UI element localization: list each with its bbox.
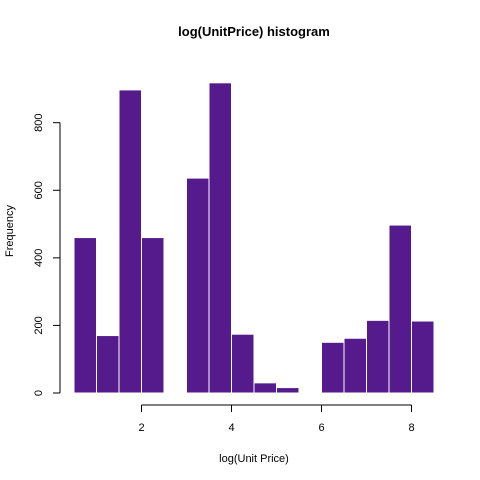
y-tick-label-0: 0 [33,390,45,396]
histogram-bar-12 [344,338,367,393]
x-tick-label-2: 2 [138,422,144,434]
y-tick-label-200: 200 [33,316,45,334]
y-tick-label-800: 800 [33,114,45,132]
y-tick-label-400: 400 [33,249,45,267]
chart-title: log(UnitPrice) histogram [178,24,330,39]
histogram-bar-6 [209,83,232,393]
bars-group [74,83,434,393]
histogram-bar-3 [142,238,165,393]
x-tick-label-8: 8 [408,422,414,434]
x-axis-label: log(Unit Price) [219,453,289,465]
x-tick-label-4: 4 [228,422,234,434]
histogram-bar-15 [412,321,435,393]
histogram-bar-13 [367,320,390,393]
histogram-bar-9 [277,388,300,393]
histogram-bar-8 [254,383,277,393]
y-tick-label-600: 600 [33,181,45,199]
histogram-bar-7 [232,334,255,393]
histogram-bar-1 [97,336,120,393]
histogram-bar-5 [187,178,210,393]
histogram-bar-11 [322,342,345,393]
y-axis-label: Frequency [4,205,16,257]
x-axis: 2 4 6 8 [138,405,414,434]
y-axis: 0 200 400 600 800 [33,114,60,397]
histogram-bar-2 [119,90,142,393]
x-tick-label-6: 6 [318,422,324,434]
histogram-bar-0 [74,238,97,393]
histogram-bar-14 [389,225,412,393]
